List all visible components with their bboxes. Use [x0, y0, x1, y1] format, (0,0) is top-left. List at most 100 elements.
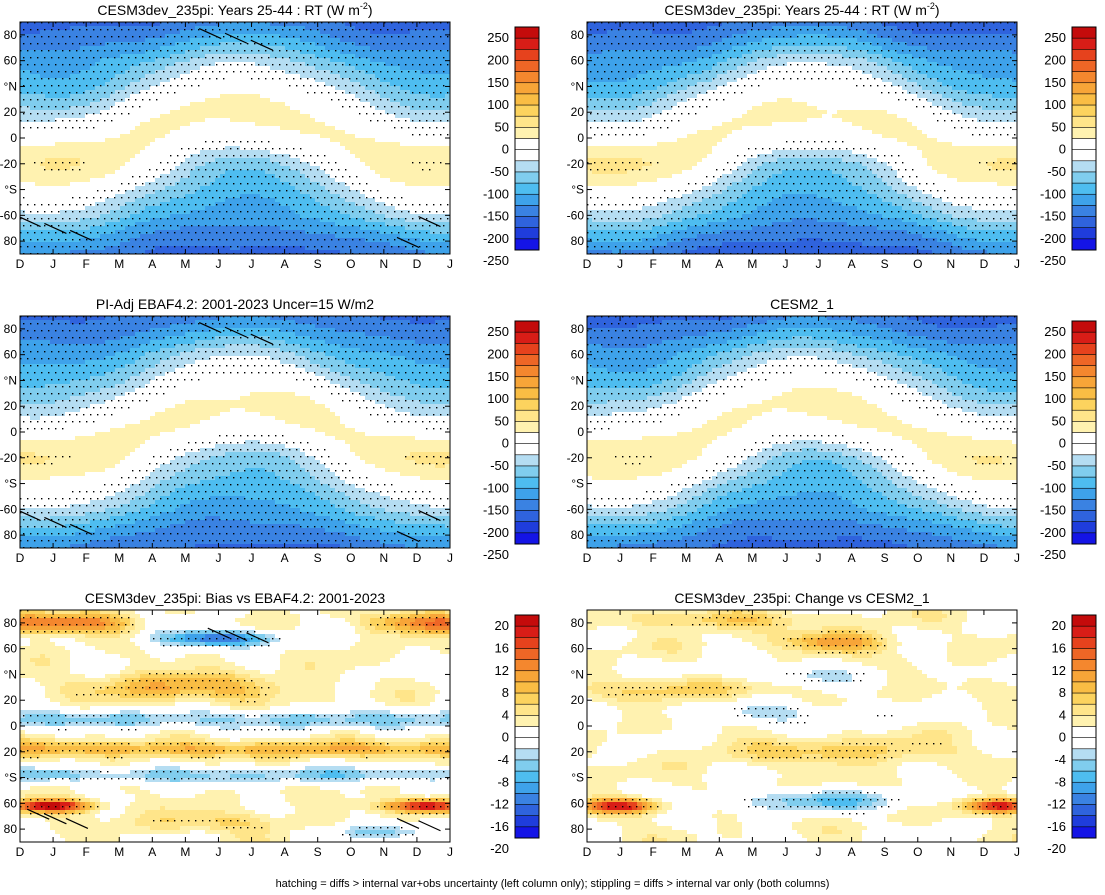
- colorbar-swatch: [514, 342, 540, 355]
- colorbar-label: 50: [495, 413, 509, 428]
- x-tick-label: J: [215, 845, 221, 859]
- colorbar: 250 200 150 100 50 0 -50 -100 -150 -200 -250: [1040, 320, 1097, 562]
- colorbar-swatch: [514, 614, 540, 627]
- colorbar-label: 12: [495, 663, 509, 678]
- colorbar-swatch: [514, 138, 540, 151]
- y-tick-label: 80: [4, 528, 18, 542]
- y-tick-label: °N: [571, 373, 584, 387]
- panel-p2: CESM3dev_235pi: Years 25-44 : RT (W m-2)…: [567, 1, 1097, 271]
- colorbar-swatch: [1071, 115, 1097, 128]
- colorbar-swatch: [514, 681, 540, 694]
- colorbar-swatch: [514, 770, 540, 783]
- x-tick-label: O: [913, 845, 922, 859]
- colorbar-swatch: [1071, 670, 1097, 683]
- colorbar-label: 100: [1044, 391, 1066, 406]
- x-tick-label: J: [782, 257, 788, 271]
- colorbar-frame: [1071, 614, 1097, 839]
- colorbar: 250 200 150 100 50 0 -50 -100 -150 -200 -250: [483, 320, 540, 562]
- x-tick-label: S: [881, 257, 889, 271]
- colorbar-swatch: [514, 692, 540, 705]
- x-tick-label: J: [215, 257, 221, 271]
- colorbar-label: 16: [495, 640, 509, 655]
- colorbar-swatch: [1071, 127, 1097, 139]
- colorbar-label: 4: [1059, 707, 1066, 722]
- x-tick-label: D: [980, 257, 989, 271]
- x-tick-label: F: [649, 257, 656, 271]
- colorbar-swatch: [1071, 770, 1097, 783]
- colorbar-label: -8: [1054, 774, 1066, 789]
- y-tick-label: 80: [571, 616, 585, 630]
- colorbar-swatch: [514, 82, 540, 95]
- colorbar-label: 50: [495, 119, 509, 134]
- x-tick-label: D: [413, 845, 422, 859]
- colorbar-swatch: [514, 759, 540, 772]
- colorbar-swatch: [514, 193, 540, 206]
- y-axis: 80 60 °N 20 0 -20 °S -60 80: [0, 28, 450, 248]
- colorbar-swatch: [514, 659, 540, 672]
- colorbar-swatch: [1071, 205, 1097, 218]
- y-tick-label: -20: [0, 451, 17, 465]
- colorbar-frame: [1071, 320, 1097, 545]
- colorbar-swatch: [1071, 331, 1097, 344]
- colorbar-swatch: [1071, 82, 1097, 95]
- y-tick-label: 20: [571, 399, 585, 413]
- colorbar-label: -4: [497, 752, 509, 767]
- x-tick-label: O: [913, 257, 922, 271]
- colorbar-swatch: [514, 127, 540, 139]
- colorbar: 250 200 150 100 50 0 -50 -100 -150 -200 -250: [1040, 26, 1097, 268]
- colorbar-label: -200: [1040, 525, 1066, 540]
- y-tick-label: 20: [4, 399, 18, 413]
- colorbar-swatch: [1071, 421, 1097, 434]
- colorbar-swatch: [1071, 521, 1097, 534]
- hatching: [26, 627, 441, 832]
- y-tick-label: 20: [571, 105, 585, 119]
- y-tick-label: °N: [4, 79, 17, 93]
- y-tick-label: 60: [4, 54, 18, 68]
- colorbar-label: -200: [1040, 231, 1066, 246]
- heatmap-cells: [587, 610, 1017, 842]
- colorbar-label: -16: [1047, 819, 1066, 834]
- x-tick-label: A: [848, 551, 856, 565]
- colorbar-swatch: [1071, 193, 1097, 206]
- x-tick-label: M: [180, 845, 190, 859]
- colorbar-label: -12: [490, 797, 509, 812]
- colorbar-swatch: [514, 636, 540, 649]
- colorbar-swatch: [1071, 499, 1097, 512]
- colorbar-swatch: [1071, 443, 1097, 456]
- colorbar-swatch: [1071, 60, 1097, 73]
- x-tick-label: J: [816, 257, 822, 271]
- y-tick-label: 60: [4, 348, 18, 362]
- stippling: [587, 610, 1016, 815]
- colorbar-swatch: [1071, 432, 1097, 445]
- x-tick-label: A: [281, 551, 289, 565]
- panel-title: CESM3dev_235pi: Bias vs EBAF4.2: 2001-20…: [85, 590, 386, 606]
- colorbar-swatch: [514, 793, 540, 806]
- stippling: [20, 316, 449, 548]
- colorbar: 250 200 150 100 50 0 -50 -100 -150 -200 -250: [483, 26, 540, 268]
- panel-title: PI-Adj EBAF4.2: 2001-2023 Uncer=15 W/m2: [96, 296, 374, 312]
- x-tick-label: J: [249, 257, 255, 271]
- colorbar-label: 20: [1052, 618, 1066, 633]
- colorbar-label: -50: [490, 458, 509, 473]
- colorbar-swatch: [514, 409, 540, 422]
- x-tick-label: J: [50, 845, 56, 859]
- colorbar-swatch: [514, 354, 540, 367]
- x-tick-label: J: [50, 257, 56, 271]
- x-tick-label: F: [649, 845, 656, 859]
- colorbar-label: -100: [1040, 480, 1066, 495]
- colorbar-swatch: [1071, 476, 1097, 489]
- colorbar-swatch: [514, 726, 540, 739]
- colorbar-swatch: [514, 48, 540, 61]
- y-tick-label: °S: [571, 771, 584, 785]
- colorbar-swatch: [514, 670, 540, 683]
- colorbar-swatch: [1071, 398, 1097, 411]
- colorbar-swatch: [1071, 376, 1097, 389]
- colorbar-label: -50: [490, 164, 509, 179]
- colorbar-label: -8: [497, 774, 509, 789]
- colorbar-swatch: [1071, 804, 1097, 817]
- hatching: [20, 28, 441, 248]
- colorbar-swatch: [514, 443, 540, 456]
- colorbar-swatch: [1071, 648, 1097, 661]
